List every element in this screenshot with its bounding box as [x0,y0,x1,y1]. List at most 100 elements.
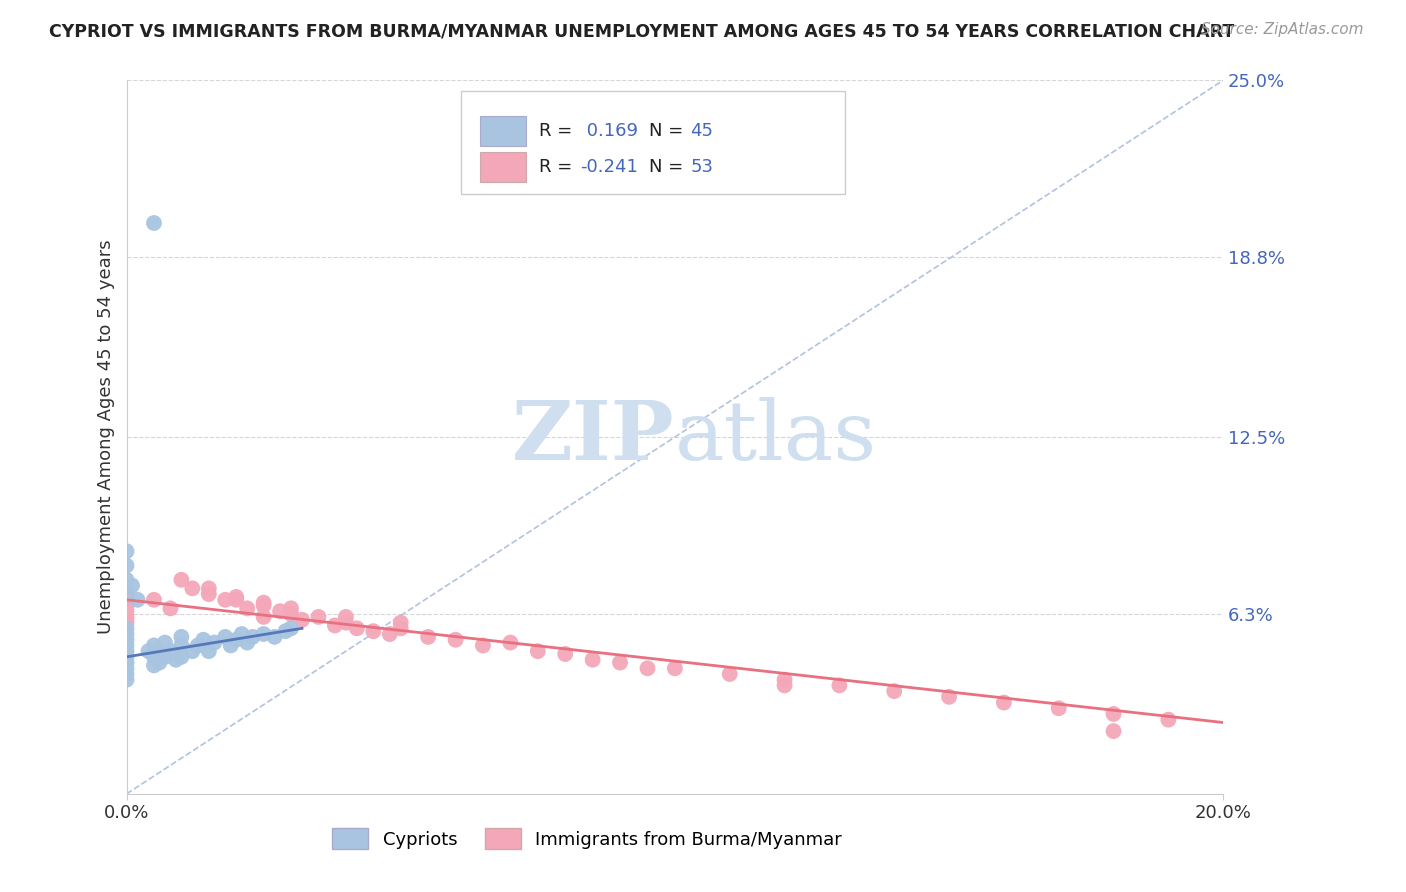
Point [718,667,741,681]
Point [263,630,285,644]
Point [335,610,357,624]
Text: 53: 53 [690,158,713,176]
Point [828,678,851,692]
Point [225,590,247,604]
Point [236,601,259,615]
Point [202,635,225,649]
Point [159,601,181,615]
FancyBboxPatch shape [461,91,845,194]
Text: N =: N = [648,122,689,140]
Point [389,615,412,630]
Point [115,649,138,664]
Point [378,627,401,641]
Point [323,618,346,632]
Point [636,661,658,675]
Point [170,573,193,587]
Text: Source: ZipAtlas.com: Source: ZipAtlas.com [1201,22,1364,37]
Point [121,578,143,592]
Legend: Cypriots, Immigrants from Burma/Myanmar: Cypriots, Immigrants from Burma/Myanmar [325,821,849,856]
Point [197,582,219,596]
Point [389,621,412,635]
Point [274,624,297,639]
Point [115,610,138,624]
Text: 45: 45 [690,122,713,140]
Point [582,653,605,667]
Point [773,673,796,687]
Point [143,649,166,664]
Point [253,627,276,641]
Point [153,635,176,649]
Point [115,667,138,681]
Point [418,630,440,644]
Point [664,661,686,675]
Point [115,639,138,653]
Point [993,696,1015,710]
Point [115,592,138,607]
Point [115,604,138,618]
Point [242,630,264,644]
Point [115,661,138,675]
Point [527,644,550,658]
Point [308,610,330,624]
Point [115,621,138,635]
Point [148,644,170,658]
Text: R =: R = [538,158,578,176]
Point [1102,706,1125,721]
Point [197,644,219,658]
Point [253,610,276,624]
Point [938,690,960,704]
Point [115,544,138,558]
Point [187,639,209,653]
Point [181,582,204,596]
Point [883,684,905,698]
Point [115,656,138,670]
Point [159,644,181,658]
Point [115,599,138,613]
Point [280,601,302,615]
Point [193,632,215,647]
Point [1047,701,1070,715]
Point [346,621,368,635]
Point [291,613,314,627]
Point [181,644,204,658]
FancyBboxPatch shape [479,152,526,182]
Point [197,587,219,601]
Point [143,216,166,230]
Text: -0.241: -0.241 [581,158,638,176]
Point [115,573,138,587]
Point [219,639,242,653]
Text: 0.169: 0.169 [581,122,637,140]
Point [143,592,166,607]
Point [143,658,166,673]
Point [253,596,276,610]
Text: R =: R = [538,122,578,140]
Point [153,649,176,664]
Point [148,656,170,670]
Point [138,644,160,658]
Point [1102,724,1125,739]
Point [115,558,138,573]
Point [236,635,259,649]
Text: N =: N = [648,158,689,176]
Text: ZIP: ZIP [512,397,675,477]
Text: CYPRIOT VS IMMIGRANTS FROM BURMA/MYANMAR UNEMPLOYMENT AMONG AGES 45 TO 54 YEARS : CYPRIOT VS IMMIGRANTS FROM BURMA/MYANMAR… [49,22,1234,40]
Point [773,678,796,692]
Point [170,630,193,644]
Point [165,653,187,667]
Point [115,632,138,647]
Text: atlas: atlas [675,397,877,477]
Y-axis label: Unemployment Among Ages 45 to 54 years: Unemployment Among Ages 45 to 54 years [97,240,115,634]
Point [472,639,495,653]
Point [115,587,138,601]
Point [444,632,467,647]
Point [115,644,138,658]
FancyBboxPatch shape [479,116,526,146]
Point [214,630,236,644]
Point [225,592,247,607]
Point [554,647,576,661]
Point [115,673,138,687]
Point [363,624,385,639]
Point [115,627,138,641]
Point [170,639,193,653]
Point [253,599,276,613]
